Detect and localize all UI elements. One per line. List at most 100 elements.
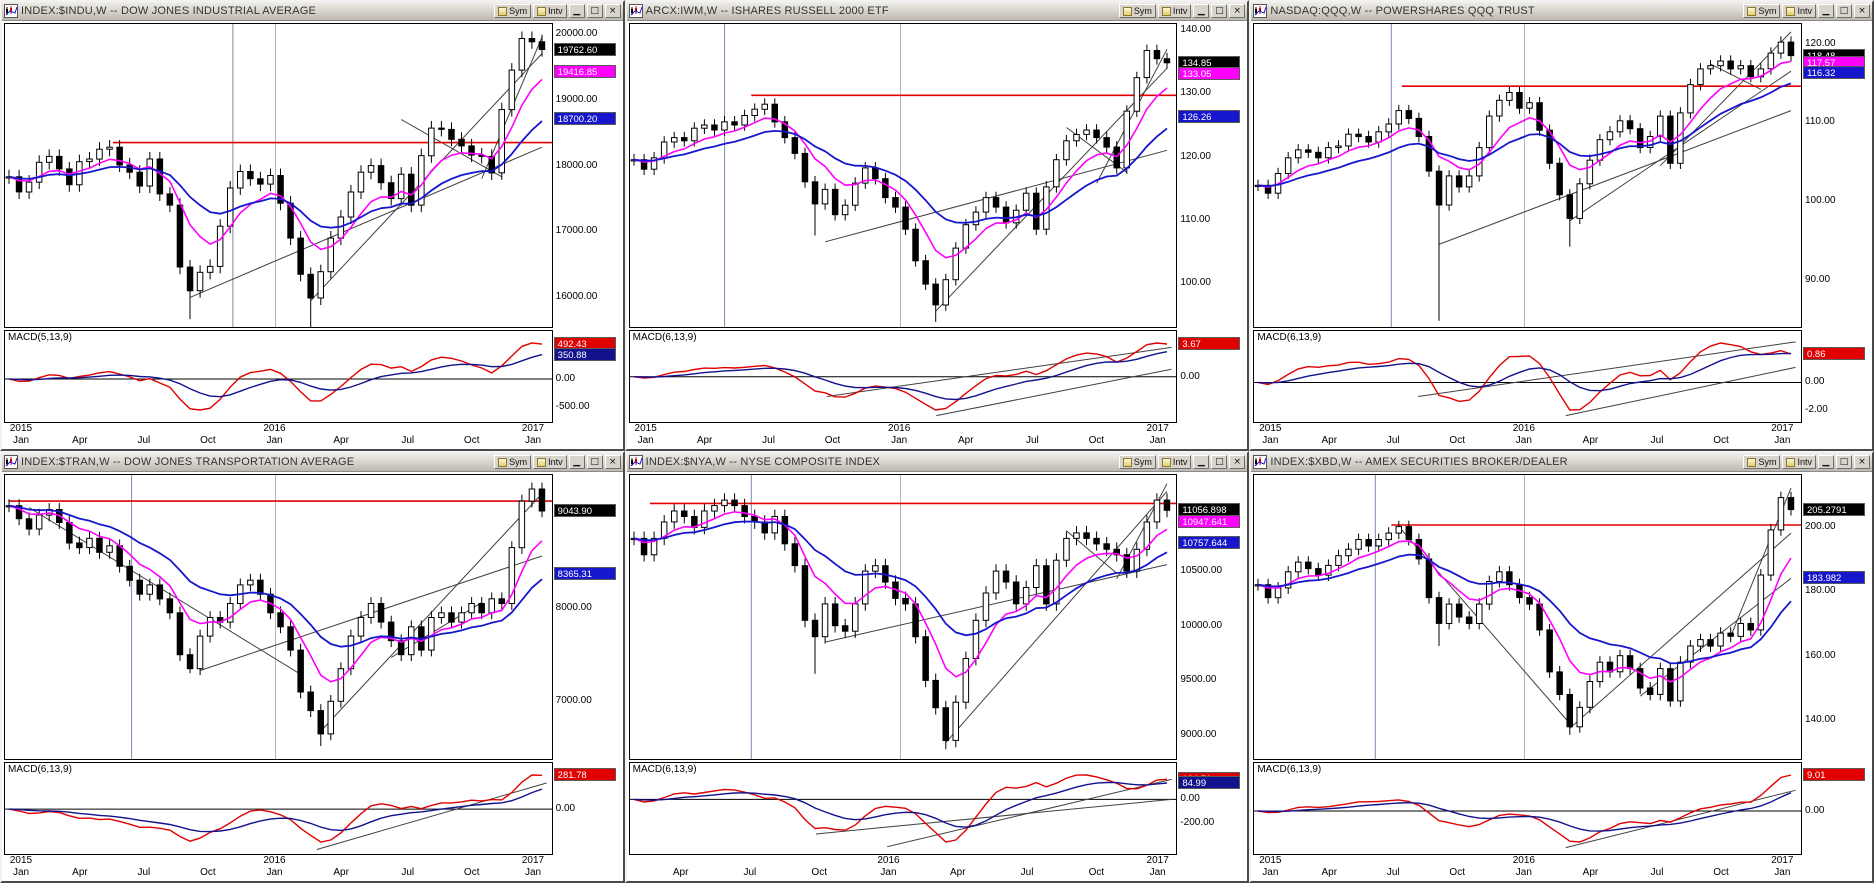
restore-button[interactable]: □ <box>1211 4 1228 18</box>
axis-tick-label: 18000.00 <box>555 159 598 171</box>
minimize-button[interactable]: ▁ <box>1193 455 1210 469</box>
axis-tick-label: 20000.00 <box>555 27 598 39</box>
time-axis-tick: Apr <box>950 867 966 878</box>
symbol-button[interactable]: Sym <box>1118 455 1156 469</box>
close-button[interactable]: × <box>604 4 621 18</box>
value-label-box: 8365.31 <box>553 567 616 581</box>
restore-icon: □ <box>1215 5 1224 16</box>
price-pane[interactable] <box>628 474 1178 760</box>
time-axis-tick: Jul <box>1386 435 1400 446</box>
restore-button[interactable]: □ <box>586 4 603 18</box>
macd-pane[interactable]: MACD(6,13,9) <box>1253 330 1802 423</box>
value-label-box: 183.982 <box>1803 571 1865 585</box>
time-axis: 2015 Jan Apr Jul Oct 2016 Jan Apr Jul Oct 2017 Jan <box>4 423 553 449</box>
window-titlebar[interactable]: INDEX:$XBD,W -- AMEX SECURITIES BROKER/D… <box>1251 453 1872 472</box>
restore-button[interactable]: □ <box>1836 455 1852 469</box>
macd-pane[interactable]: MACD(6,13,9) <box>1253 762 1802 855</box>
close-button[interactable]: × <box>1854 455 1870 469</box>
time-axis-tick: Oct <box>824 435 841 446</box>
close-button[interactable]: × <box>1229 4 1246 18</box>
close-icon: × <box>608 456 617 467</box>
window-titlebar[interactable]: ARCX:IWM,W -- ISHARES RUSSELL 2000 ETF S… <box>626 2 1248 21</box>
symbol-button-icon <box>1747 6 1757 16</box>
macd-pane[interactable]: MACD(6,13,9) <box>4 762 553 855</box>
time-axis-tick: 2016 Jan <box>263 855 286 878</box>
interval-button[interactable]: Intv <box>1782 4 1816 18</box>
symbol-button[interactable]: Sym <box>494 4 532 18</box>
minimize-button[interactable]: ▁ <box>568 455 585 469</box>
minimize-button[interactable]: ▁ <box>1193 4 1210 18</box>
value-label-box: 133.05 <box>1178 67 1241 81</box>
chart-client-area: 120.00110.00100.0090.00118.48117.57116.3… <box>1251 21 1872 449</box>
interval-button-icon <box>537 6 547 16</box>
window-titlebar[interactable]: INDEX:$INDU,W -- DOW JONES INDUSTRIAL AV… <box>2 2 623 21</box>
time-axis-tick: Jul <box>762 435 775 446</box>
interval-button-label: Intv <box>548 457 563 467</box>
symbol-button[interactable]: Sym <box>494 455 532 469</box>
symbol-button[interactable]: Sym <box>1743 455 1781 469</box>
close-button[interactable]: × <box>1229 455 1246 469</box>
price-pane[interactable] <box>1253 474 1802 760</box>
macd-axis: 0.00 9.01 <box>1802 760 1872 855</box>
value-label-box: 9043.90 <box>553 503 616 517</box>
close-button[interactable]: × <box>604 455 621 469</box>
time-axis-tick: Apr <box>1321 867 1338 878</box>
macd-label: MACD(6,13,9) <box>631 764 700 775</box>
restore-icon: □ <box>590 5 599 16</box>
price-axis: 140.00 130.00 120.00 110.00 100.00 134.85 133.… <box>1177 21 1248 328</box>
window-titlebar[interactable]: INDEX:$NYA,W -- NYSE COMPOSITE INDEX Sym… <box>626 453 1248 472</box>
interval-button[interactable]: Intv <box>533 4 567 18</box>
macd-label: MACD(5,13,9) <box>7 332 75 343</box>
time-axis-tick: 2016 Jan <box>263 423 286 446</box>
axis-tick-label: 16000.00 <box>555 291 598 303</box>
interval-button-label: Intv <box>1172 6 1188 16</box>
time-axis-tick: Apr <box>1582 435 1599 446</box>
minimize-button[interactable]: ▁ <box>568 4 585 18</box>
axis-tick-label: 100.00 <box>1180 276 1211 288</box>
restore-button[interactable]: □ <box>1211 455 1228 469</box>
macd-pane[interactable]: MACD(5,13,9) <box>4 330 553 423</box>
time-axis-tick: Apr <box>958 435 974 446</box>
macd-pane[interactable]: MACD(6,13,9) <box>628 330 1178 423</box>
axis-tick-label: -500.00 <box>555 400 590 412</box>
axis-tick-label: 140.00 <box>1180 24 1211 36</box>
symbol-button[interactable]: Sym <box>1118 4 1156 18</box>
symbol-button-label: Sym <box>1133 6 1152 16</box>
symbol-button[interactable]: Sym <box>1743 4 1781 18</box>
window-title: INDEX:$INDU,W -- DOW JONES INDUSTRIAL AV… <box>21 5 317 17</box>
symbol-button-icon <box>1122 6 1132 16</box>
axis-tick-label: 120.00 <box>1180 150 1211 162</box>
minimize-icon: ▁ <box>573 5 581 16</box>
restore-button[interactable]: □ <box>586 455 603 469</box>
minimize-icon: ▁ <box>1197 5 1205 16</box>
close-icon: × <box>1858 456 1866 467</box>
time-axis-tick: Oct <box>1449 867 1465 878</box>
titlebar-buttons: Sym Intv ▁ □ × <box>1117 4 1246 18</box>
interval-button[interactable]: Intv <box>533 455 567 469</box>
price-pane[interactable] <box>628 23 1178 328</box>
price-pane[interactable] <box>1253 23 1802 328</box>
price-pane[interactable] <box>4 23 553 328</box>
interval-button[interactable]: Intv <box>1157 455 1192 469</box>
time-axis: 2015 Jan Apr Jul Oct 2016 Jan Apr Jul Oct 2017 Jan <box>628 423 1178 449</box>
price-pane[interactable] <box>4 474 553 760</box>
time-axis-tick: 2015 Jan <box>9 423 33 446</box>
interval-button[interactable]: Intv <box>1782 455 1816 469</box>
time-axis-tick: Oct <box>1088 867 1105 878</box>
close-button[interactable]: × <box>1854 4 1870 18</box>
time-axis-tick: Apr <box>333 435 349 446</box>
close-icon: × <box>1233 456 1242 467</box>
window-titlebar[interactable]: NASDAQ:QQQ,W -- POWERSHARES QQQ TRUST Sy… <box>1251 2 1872 21</box>
minimize-button[interactable]: ▁ <box>1818 4 1834 18</box>
axis-tick-label: 19000.00 <box>555 93 598 105</box>
minimize-button[interactable]: ▁ <box>1818 455 1834 469</box>
interval-button[interactable]: Intv <box>1157 4 1192 18</box>
chart-window: INDEX:$XBD,W -- AMEX SECURITIES BROKER/D… <box>1249 451 1874 883</box>
macd-pane[interactable]: MACD(6,13,9) <box>628 762 1178 855</box>
axis-tick-label: 0.00 <box>1180 793 1200 805</box>
window-titlebar[interactable]: INDEX:$TRAN,W -- DOW JONES TRANSPORTATIO… <box>2 453 623 472</box>
time-axis-tick: Apr <box>72 867 88 878</box>
restore-button[interactable]: □ <box>1836 4 1852 18</box>
value-label-box: 19416.85 <box>553 65 616 79</box>
time-axis-tick: 2015 Jan <box>1259 855 1282 878</box>
